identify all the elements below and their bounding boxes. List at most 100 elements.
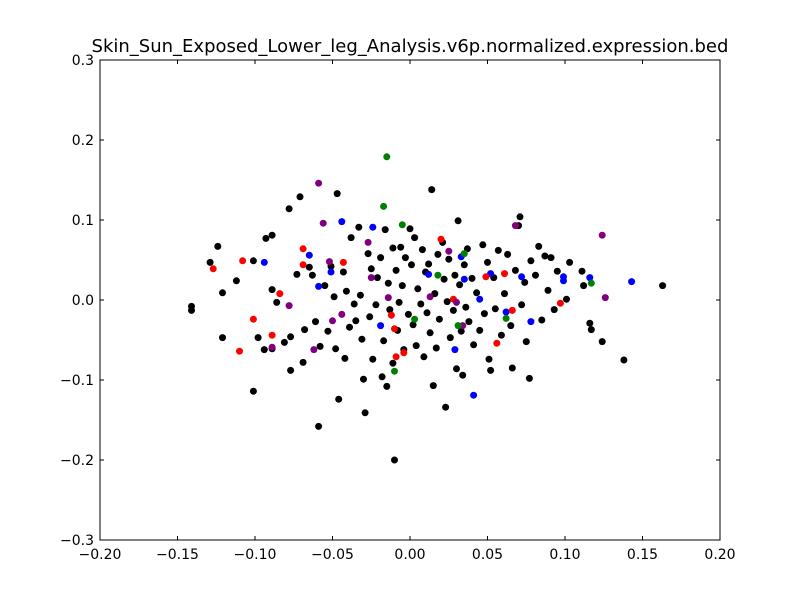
scatter-point: [493, 339, 501, 347]
scatter-point: [535, 242, 543, 250]
scatter-point: [316, 342, 324, 350]
scatter-point: [435, 315, 443, 323]
x-tick-label: −0.15: [156, 547, 199, 563]
scatter-point: [398, 282, 406, 290]
scatter-point: [426, 293, 434, 301]
scatter-point: [350, 300, 358, 308]
scatter-point: [367, 274, 375, 282]
plot-frame: [99, 59, 721, 541]
scatter-point: [384, 294, 392, 302]
scatter-point: [525, 374, 533, 382]
scatter-point: [389, 359, 397, 367]
scatter-point: [209, 265, 217, 273]
scatter-point: [425, 270, 433, 278]
scatter-point: [341, 354, 349, 362]
scatter-point: [352, 317, 360, 325]
scatter-point: [324, 327, 332, 335]
scatter-point: [287, 333, 295, 341]
scatter-point: [482, 273, 490, 281]
scatter-point: [445, 255, 453, 263]
scatter-point: [566, 258, 574, 266]
scatter-point: [347, 234, 355, 242]
scatter-point: [372, 301, 380, 309]
scatter-point: [355, 223, 363, 231]
scatter-point: [384, 279, 392, 287]
scatter-point: [287, 366, 295, 374]
scatter-point: [587, 326, 595, 334]
scatter-point: [319, 219, 327, 227]
scatter-point: [268, 331, 276, 339]
scatter-point: [276, 290, 284, 298]
scatter-point: [460, 261, 468, 269]
scatter-point: [491, 305, 499, 313]
scatter-point: [305, 251, 313, 259]
scatter-point: [563, 295, 570, 303]
scatter-point: [381, 226, 389, 234]
scatter-point: [598, 338, 606, 346]
scatter-point: [404, 310, 412, 318]
scatter-point: [521, 278, 529, 286]
scatter-point: [420, 353, 428, 361]
scatter-point: [538, 316, 546, 324]
scatter-point: [391, 325, 398, 333]
scatter-point: [219, 334, 226, 342]
scatter-point: [460, 275, 468, 283]
scatter-point: [339, 268, 347, 276]
scatter-point: [414, 285, 422, 293]
scatter-point: [417, 300, 425, 308]
scatter-point: [383, 382, 391, 390]
scatter-point: [598, 231, 606, 239]
scatter-point: [330, 293, 338, 301]
x-tick-label: 0.20: [704, 547, 735, 563]
scatter-point: [285, 205, 293, 213]
scatter-point: [586, 274, 594, 282]
scatter-point: [285, 302, 293, 310]
scatter-point: [550, 306, 558, 314]
scatter-point: [356, 291, 364, 299]
scatter-point: [508, 306, 516, 314]
scatter-point: [312, 318, 319, 326]
scatter-point: [470, 341, 478, 349]
scatter-point: [262, 234, 270, 242]
x-tick-label: 0.15: [627, 547, 658, 563]
scatter-point: [383, 153, 391, 161]
scatter-point: [280, 338, 288, 346]
scatter-point: [445, 247, 453, 255]
scatter-point: [397, 243, 405, 251]
scatter-point: [502, 314, 510, 322]
scatter-point: [527, 318, 535, 326]
y-tick-label: −0.1: [60, 373, 94, 389]
scatter-point: [391, 456, 398, 464]
scatter-point: [418, 246, 426, 254]
scatter-point: [206, 258, 214, 266]
scatter-point: [462, 303, 470, 311]
x-tick-label: 0.05: [472, 547, 503, 563]
scatter-point: [454, 217, 462, 225]
scatter-point: [260, 258, 268, 266]
scatter-point: [249, 315, 257, 323]
scatter-point: [449, 306, 457, 314]
scatter-point: [518, 301, 526, 309]
scatter-point: [391, 367, 398, 375]
scatter-point: [315, 179, 323, 187]
scatter-point: [249, 387, 257, 395]
scatter-point: [392, 353, 400, 361]
scatter-point: [465, 318, 473, 326]
scatter-point: [479, 241, 487, 249]
scatter-point: [386, 306, 394, 314]
scatter-point: [338, 218, 346, 226]
scatter-point: [342, 287, 350, 295]
scatter-point: [460, 250, 468, 258]
scatter-point: [451, 346, 459, 354]
scatter-point: [434, 250, 442, 258]
points-layer: [188, 153, 667, 464]
scatter-point: [443, 298, 451, 306]
x-tick-label: 0.10: [549, 547, 580, 563]
scatter-point: [628, 278, 636, 286]
y-tick-label: 0.1: [72, 213, 94, 229]
scatter-point: [408, 261, 415, 269]
scatter-point: [373, 274, 381, 282]
scatter-point: [380, 337, 388, 345]
y-tick-label: 0.2: [72, 133, 94, 149]
